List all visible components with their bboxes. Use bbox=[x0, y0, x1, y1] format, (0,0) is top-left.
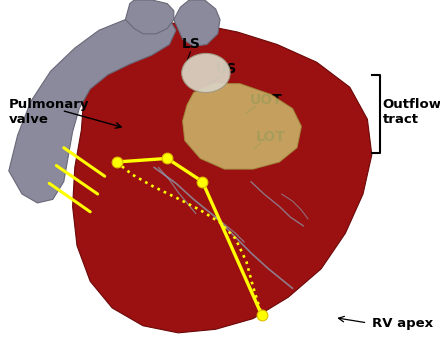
Text: LS: LS bbox=[182, 37, 201, 52]
Text: Outflow
tract: Outflow tract bbox=[383, 98, 440, 126]
Text: UOT: UOT bbox=[250, 93, 282, 107]
Polygon shape bbox=[73, 23, 372, 333]
Polygon shape bbox=[183, 84, 301, 169]
Text: LOT: LOT bbox=[256, 130, 286, 144]
Polygon shape bbox=[9, 16, 176, 203]
Ellipse shape bbox=[182, 53, 230, 93]
Polygon shape bbox=[125, 0, 174, 34]
Point bbox=[164, 156, 171, 161]
Point bbox=[258, 312, 265, 318]
Text: Pulmonary
valve: Pulmonary valve bbox=[9, 98, 89, 126]
Text: US: US bbox=[216, 62, 237, 77]
Polygon shape bbox=[174, 0, 220, 46]
Point bbox=[199, 179, 206, 184]
Point bbox=[113, 159, 120, 165]
Text: RV apex: RV apex bbox=[372, 318, 433, 330]
